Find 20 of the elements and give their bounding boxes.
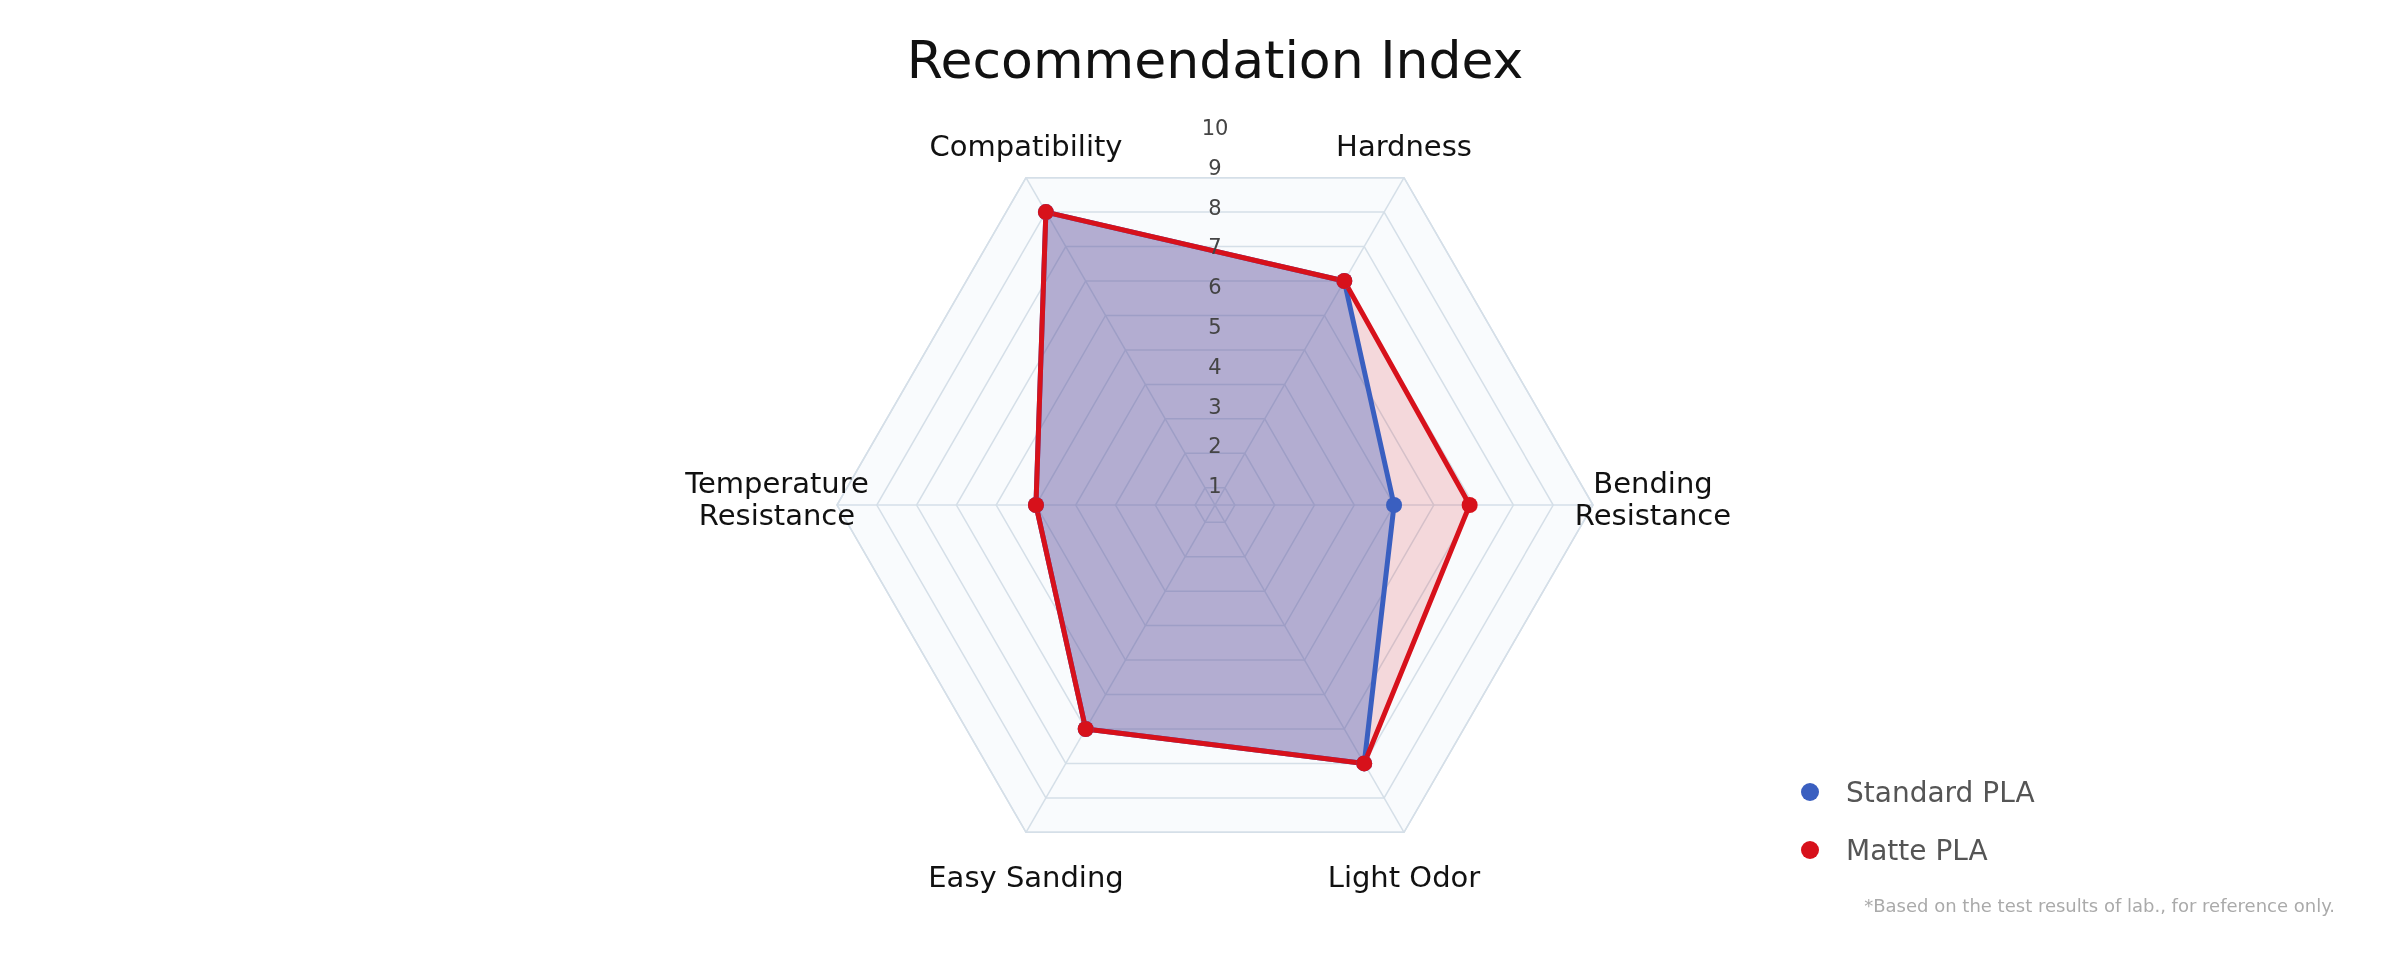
chart-title: Recommendation Index <box>906 30 1524 90</box>
y-tick-label: 9 <box>1208 155 1222 180</box>
spoke-label: Hardness <box>1336 128 1472 163</box>
y-tick-label: 1 <box>1208 474 1222 499</box>
legend-label: Standard PLA <box>1846 776 2035 809</box>
spoke-label: Compatibility <box>929 128 1123 163</box>
spoke-label: Easy Sanding <box>928 860 1124 895</box>
y-tick-label: 2 <box>1208 434 1222 459</box>
spoke-label: Light Odor <box>1327 860 1481 895</box>
spoke-label: Bending Resistance <box>1574 466 1732 532</box>
y-tick-label: 6 <box>1208 275 1222 300</box>
spoke-label: Temperature Resistance <box>684 466 869 532</box>
text: *Based on the test results of lab., for reference only. <box>1864 895 2335 916</box>
legend-label: Matte PLA <box>1846 834 1988 867</box>
y-tick-label: 5 <box>1208 314 1222 339</box>
y-tick-label: 7 <box>1208 235 1222 260</box>
y-tick-label: 8 <box>1208 195 1222 220</box>
y-tick-label: 3 <box>1208 394 1222 419</box>
y-tick-label: 10 <box>1201 116 1229 140</box>
y-tick-label: 4 <box>1208 354 1222 379</box>
